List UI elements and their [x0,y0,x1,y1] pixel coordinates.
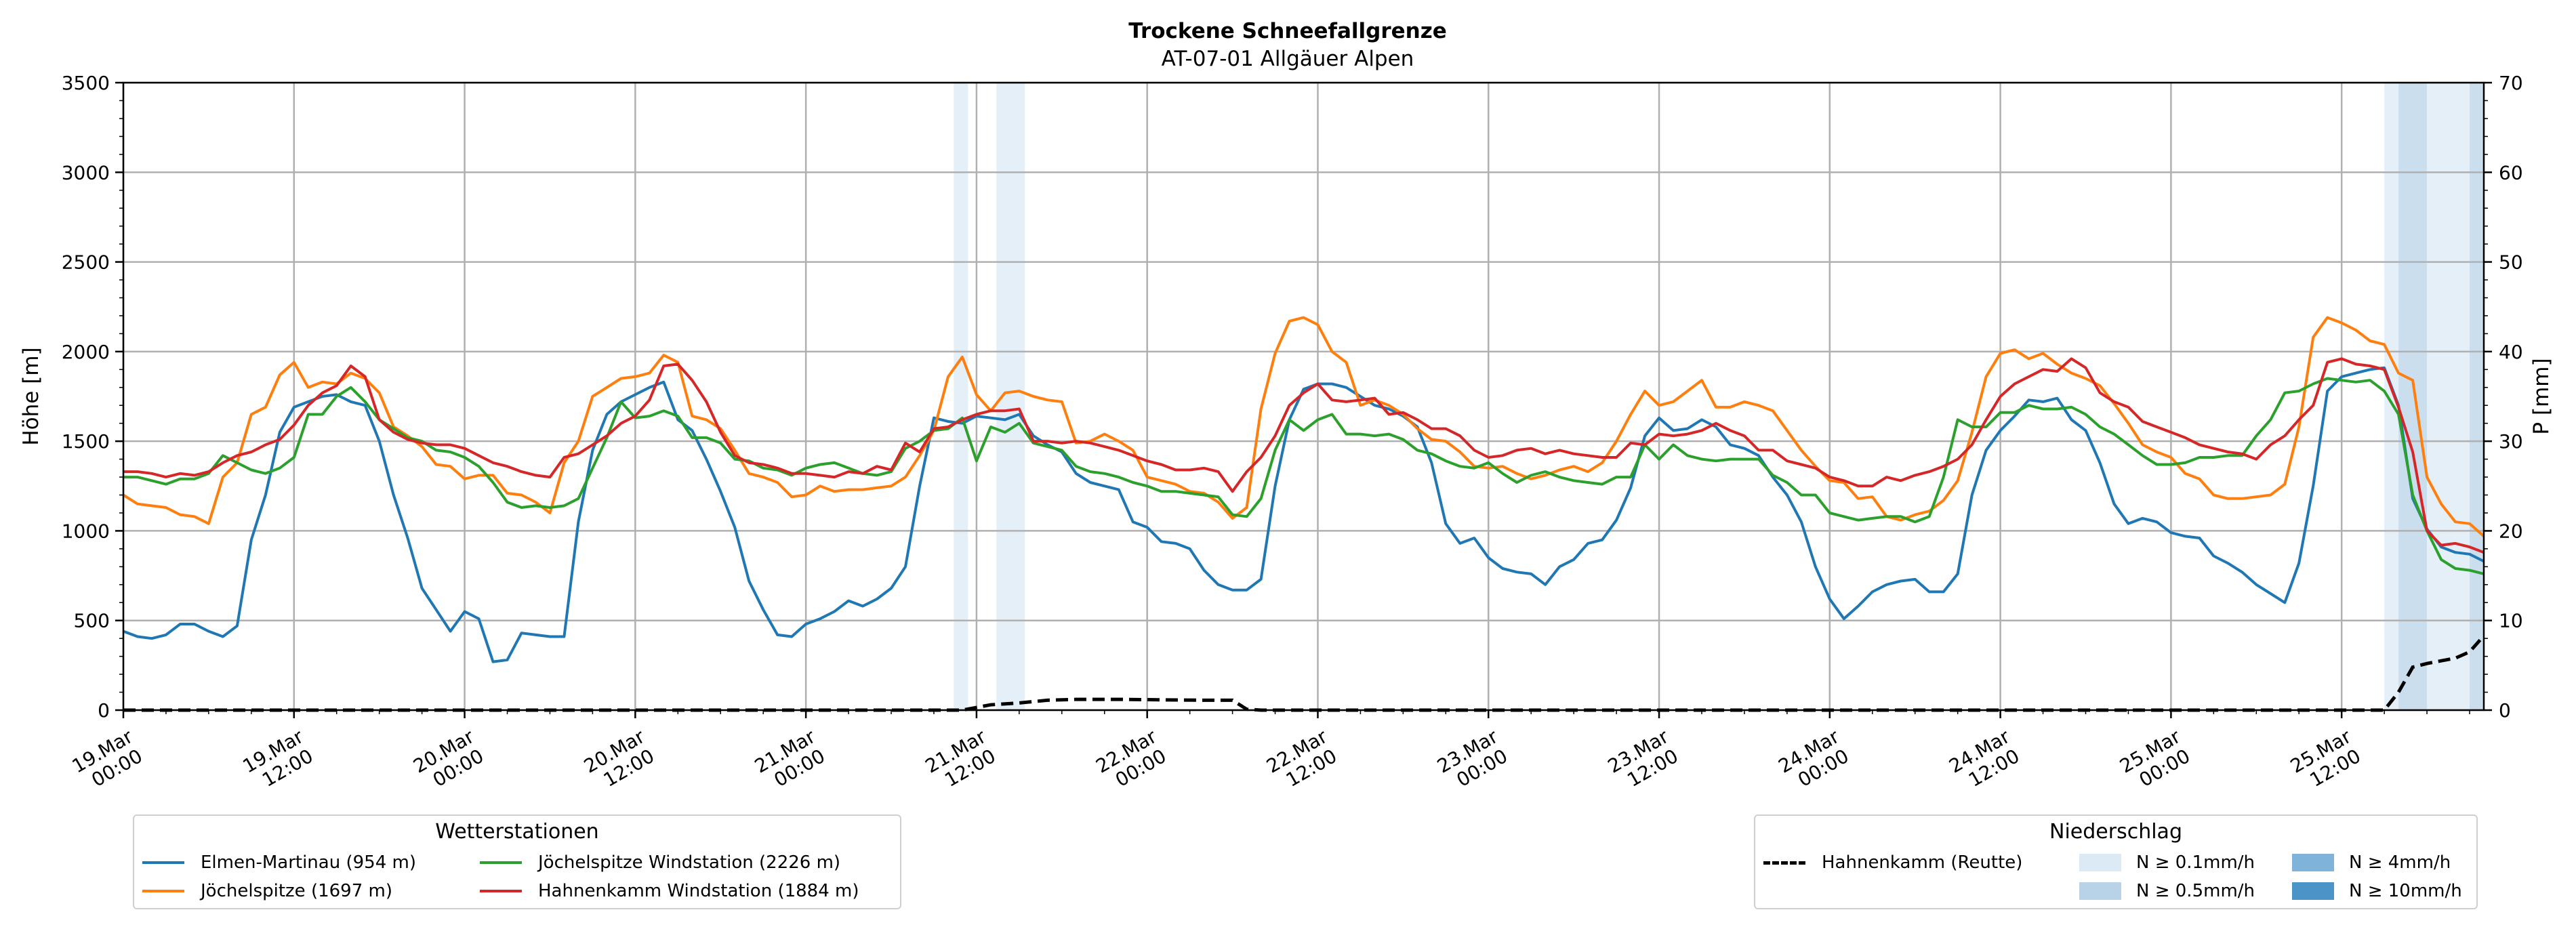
y2-tick-label-1: 10 [2499,610,2523,632]
legend-item-station-1: Jöchelspitze (1697 m) [142,881,392,901]
y2-tick-label-7: 70 [2499,72,2523,94]
precipitation-bands [954,83,2484,710]
y2-tick-label-3: 30 [2499,430,2523,453]
y-tick-label-4: 2000 [62,341,110,363]
y-axis-label: Höhe [m] [19,347,43,445]
y2-tick-label-5: 50 [2499,251,2523,274]
y-tick-label-2: 1000 [62,520,110,542]
y2-tick-label-4: 40 [2499,341,2523,363]
y2-tick-label-0: 0 [2499,699,2511,722]
legend-item-station-0: Elmen-Martinau (954 m) [142,852,416,873]
legend-item-precip-line: Hahnenkamm (Reutte) [1763,852,2022,873]
series-line-0 [123,366,2485,663]
precipitation-legend: Niederschlag Hahnenkamm (Reutte) N ≥ 0.1… [1754,814,2478,909]
legend-swatch-precip-level-0 [2079,854,2121,871]
y-tick-label-0: 0 [98,699,110,722]
y-tick-label-7: 3500 [62,72,110,94]
y-tick-label-6: 3000 [62,161,110,184]
chart-subtitle: AT-07-01 Allgäuer Alpen [1162,47,1414,71]
y-tick-label-1: 500 [74,610,110,632]
legend-label-station-2: Jöchelspitze Windstation (2226 m) [538,852,841,873]
legend-swatch-precip-level-2 [2292,854,2334,871]
y2-tick-label-6: 60 [2499,161,2523,184]
precip-band-3 [2398,83,2428,710]
legend-swatch-precip-line [1763,861,1805,865]
axes: 0 500 1000 1500 2000 2500 3000 3500 0 10 20 30 40 50 6… [62,72,2523,791]
legend-item-precip-level-0: N ≥ 0.1mm/h [2079,852,2255,873]
y-tick-label-3: 1500 [62,430,110,453]
snowline-chart: Trockene Schneefallgrenze AT-07-01 Allgä… [19,19,2554,791]
chart-title: Trockene Schneefallgrenze [1128,19,1447,43]
y2-axis-label: P [mm] [2529,358,2554,434]
legend-label-precip-level-1: N ≥ 0.5mm/h [2136,881,2255,901]
plot-frame [122,81,2485,711]
stations-legend-title: Wetterstationen [435,820,599,844]
series-line-2 [123,377,2485,575]
station-lines [122,316,2485,712]
precip-band-2 [2384,83,2399,710]
legend-label-precip-level-0: N ≥ 0.1mm/h [2136,852,2255,873]
legend-swatch-precip-level-1 [2079,882,2121,900]
precipitation-legend-title: Niederschlag [2049,820,2182,844]
legend-swatch-station-2 [480,861,522,864]
legend-swatch-station-0 [142,861,184,864]
legend-label-precip-level-3: N ≥ 10mm/h [2349,881,2462,901]
legend-label-station-3: Hahnenkamm Windstation (1884 m) [538,881,859,901]
series-line-1 [122,316,2485,537]
precip-band-4 [2427,83,2442,710]
grid-lines [122,81,2484,711]
series-line-3 [123,357,2485,554]
y2-tick-label-2: 20 [2499,520,2523,542]
legend-swatch-precip-level-3 [2292,882,2334,900]
legend-swatch-station-1 [142,890,184,892]
legend-label-precip-level-2: N ≥ 4mm/h [2349,852,2451,873]
precip-band-6 [2470,83,2484,710]
y-tick-label-5: 2500 [62,251,110,274]
precip-line [123,634,2485,712]
precip-band-0 [954,83,968,710]
legend-item-precip-level-2: N ≥ 4mm/h [2292,852,2451,873]
stations-legend: Wetterstationen Elmen-Martinau (954 m) J… [133,814,901,909]
precip-band-5 [2441,83,2470,710]
legend-label-station-1: Jöchelspitze (1697 m) [201,881,392,901]
legend-label-precip-line: Hahnenkamm (Reutte) [1822,852,2023,873]
legend-item-station-3: Hahnenkamm Windstation (1884 m) [480,881,859,901]
legend-item-station-2: Jöchelspitze Windstation (2226 m) [480,852,840,873]
legend-swatch-station-3 [480,890,522,892]
legend-item-precip-level-3: N ≥ 10mm/h [2292,881,2462,901]
legend-label-station-0: Elmen-Martinau (954 m) [201,852,416,873]
legend-item-precip-level-1: N ≥ 0.5mm/h [2079,881,2255,901]
